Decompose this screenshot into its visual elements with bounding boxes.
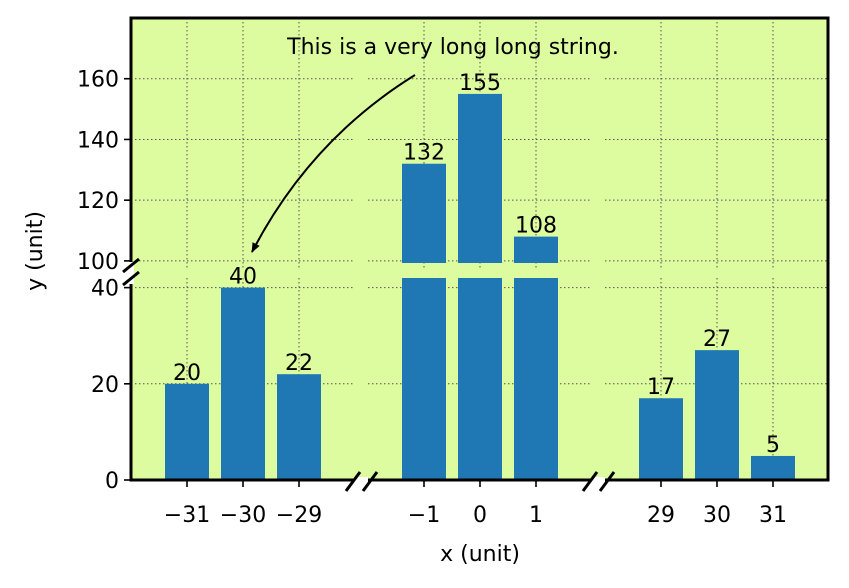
y-axis-break-mark bbox=[122, 270, 140, 287]
bar bbox=[221, 287, 265, 480]
bar-lower-part bbox=[514, 278, 558, 480]
data-label: 40 bbox=[229, 265, 257, 290]
bar bbox=[751, 455, 795, 480]
bar-upper-part bbox=[402, 163, 446, 263]
x-axis-break-gap bbox=[592, 477, 605, 483]
data-label: 20 bbox=[173, 361, 201, 386]
y-axis-label: y (unit) bbox=[23, 211, 48, 291]
x-axis-break-mark bbox=[598, 471, 616, 492]
x-axis-break-gap bbox=[355, 477, 368, 483]
y-tick-label: 100 bbox=[77, 250, 119, 275]
x-tick-label: 31 bbox=[759, 503, 787, 528]
x-tick-label: 30 bbox=[703, 503, 731, 528]
data-label: 17 bbox=[647, 375, 675, 400]
data-label: 27 bbox=[703, 327, 731, 352]
y-tick-label: 40 bbox=[91, 277, 119, 302]
y-tick-label: 120 bbox=[77, 189, 119, 214]
y-tick-label: 160 bbox=[77, 68, 119, 93]
bar bbox=[165, 383, 209, 480]
y-tick-label: 0 bbox=[105, 469, 119, 494]
x-tick-label: 29 bbox=[647, 503, 675, 528]
y-tick-label: 20 bbox=[91, 373, 119, 398]
bar-upper-part bbox=[514, 236, 558, 263]
x-axis-break-mark bbox=[361, 471, 379, 492]
bar bbox=[695, 350, 739, 480]
bar-lower-part bbox=[458, 278, 502, 480]
bar-lower-part bbox=[402, 278, 446, 480]
y-tick-label: 140 bbox=[77, 128, 119, 153]
data-label: 5 bbox=[766, 433, 780, 458]
annotation-text: This is a very long long string. bbox=[286, 35, 619, 60]
x-tick-label: −30 bbox=[220, 503, 266, 528]
bar bbox=[277, 374, 321, 480]
data-label: 22 bbox=[285, 351, 313, 376]
x-tick-label: 0 bbox=[473, 503, 487, 528]
x-tick-label: −29 bbox=[276, 503, 322, 528]
data-label: 108 bbox=[515, 214, 557, 239]
y-axis-break-mark bbox=[122, 257, 140, 274]
x-tick-label: 1 bbox=[529, 503, 543, 528]
annotation-arrow bbox=[251, 74, 416, 253]
x-axis-break-mark bbox=[581, 471, 599, 492]
bar-upper-part bbox=[458, 93, 502, 263]
x-axis-break-mark bbox=[344, 471, 362, 492]
bar bbox=[639, 398, 683, 480]
x-tick-label: −1 bbox=[408, 503, 440, 528]
x-tick-label: −31 bbox=[164, 503, 210, 528]
data-label: 155 bbox=[459, 71, 501, 96]
y-axis-break-gap bbox=[128, 262, 134, 284]
x-axis-label: x (unit) bbox=[440, 542, 520, 567]
data-label: 132 bbox=[403, 141, 445, 166]
